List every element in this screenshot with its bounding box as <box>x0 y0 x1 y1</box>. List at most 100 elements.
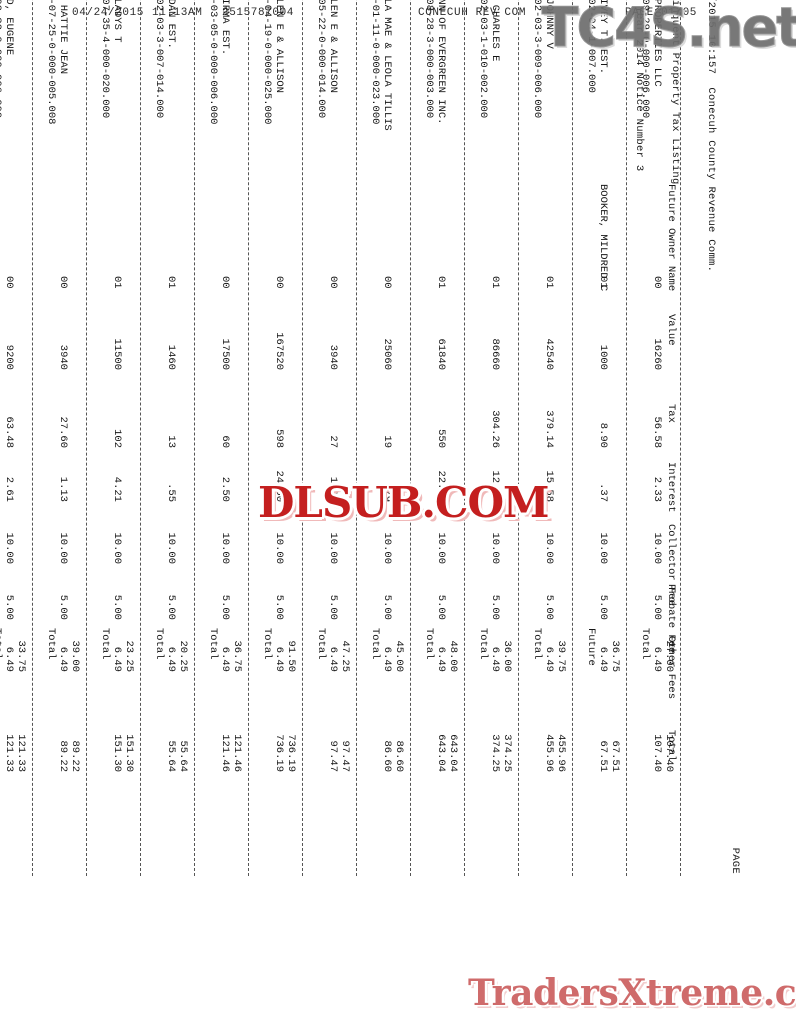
record-status: 01 <box>165 276 177 289</box>
record-status: 01 <box>543 276 555 289</box>
record-total-primary: 86.60 <box>393 740 405 772</box>
record-status: 00 <box>273 276 285 289</box>
record-owner-name: COOPER, IRMA EST. <box>219 0 231 56</box>
record-other-fees: 6.49 <box>543 646 555 672</box>
record-status: 00 <box>381 276 393 289</box>
record-owner-name: CAIN, ALLEN E & ALLISON <box>327 0 339 93</box>
record-owner-name: BUDGET INN OF EVERGREEN INC. <box>435 0 447 125</box>
record-probate-fee: 5.00 <box>597 594 609 620</box>
record-tax: 19 <box>381 435 393 448</box>
record-total-secondary: 89.22 <box>57 740 69 772</box>
record-other-fees: 6.49 <box>489 646 501 672</box>
record-status: 01 <box>489 276 501 289</box>
record-subtotal: 39.75 <box>555 640 567 672</box>
record-total-primary: 374.25 <box>501 734 513 772</box>
record-interest: 15.58 <box>543 470 555 502</box>
record-value: 42540 <box>543 338 555 370</box>
record-status: 00 <box>57 276 69 289</box>
record-other-fees: 6.49 <box>219 646 231 672</box>
record-total-label: Total <box>531 628 543 660</box>
record-value: 9200 <box>3 344 15 370</box>
record-other-fees: 6.49 <box>381 646 393 672</box>
record-other-fees: 6.49 <box>111 646 123 672</box>
record-value: 17500 <box>219 338 231 370</box>
table-row[interactable]: G102371BOYKIN, JOHNNY V8085 20-02-03-3-0… <box>513 0 573 884</box>
record-collector-fee: 10.00 <box>3 532 15 564</box>
record-status: 00 <box>219 276 231 289</box>
record-total-primary: 643.04 <box>447 734 459 772</box>
record-subtotal: 91.50 <box>285 640 297 672</box>
table-row[interactable]: G62731BUSH, LILA MAE & LEOLA TILLIS15331… <box>351 0 411 884</box>
record-total-label: Total <box>423 628 435 660</box>
record-total-secondary: 121.46 <box>219 734 231 772</box>
record-interest: .79 <box>381 483 393 502</box>
record-tax: 13 <box>165 435 177 448</box>
report-page: LRWNSALI3 04/24/2015 10:157 Conecuh Coun… <box>0 0 747 884</box>
record-value: 3940 <box>327 344 339 370</box>
record-total-secondary: 643.04 <box>435 734 447 772</box>
record-total-label: Total <box>477 628 489 660</box>
record-owner-name: BLEDSOE PROPERTIES LLC <box>651 0 663 87</box>
record-other-fees: 6.49 <box>273 646 285 672</box>
record-interest: 2.61 <box>3 476 15 502</box>
table-row[interactable]: G32971COOPER, IRMA EST.13707 30-03-05-0-… <box>189 0 249 884</box>
record-collector-fee: 10.00 <box>435 532 447 564</box>
record-total-label: Total <box>99 628 111 660</box>
record-total-secondary: 67.51 <box>597 740 609 772</box>
row-separator <box>356 0 357 876</box>
record-owner-name: BRADLEY, CHARLES E <box>489 0 501 62</box>
record-total-primary: 121.33 <box>15 734 27 772</box>
record-probate-fee: 5.00 <box>651 594 663 620</box>
record-status: 01 <box>111 276 123 289</box>
record-parcel-number: 8054 20-02-03-3-007-014.000 <box>153 0 165 119</box>
fax-company: CONECUH REV COM <box>418 7 527 19</box>
record-probate-fee: 5.00 <box>111 594 123 620</box>
record-other-fees: 6.49 <box>165 646 177 672</box>
row-separator <box>410 0 411 876</box>
record-parcel-number: 9730 21-05-22-0-000-014.000 <box>315 0 327 119</box>
record-total-primary: 67.51 <box>609 740 621 772</box>
record-total-primary: 55.64 <box>177 740 189 772</box>
record-other-fees: 6.49 <box>327 646 339 672</box>
record-status: 00 <box>651 276 663 289</box>
record-collector-fee: 10.00 <box>273 532 285 564</box>
record-other-fees: 6.49 <box>651 646 663 672</box>
record-probate-fee: 5.00 <box>57 594 69 620</box>
record-tax: 550 <box>435 429 447 448</box>
record-value: 11500 <box>111 338 123 370</box>
record-tax: 102 <box>111 429 123 448</box>
table-row[interactable]: G14841BUDGET INN OF EVERGREEN INC.4214 1… <box>405 0 465 884</box>
record-collector-fee: 10.00 <box>57 532 69 564</box>
record-parcel-number: 6785 18-09-32-0-000-006.000 <box>0 0 3 119</box>
record-subtotal: 36.75 <box>231 640 243 672</box>
table-row[interactable]: G40271DALEE, GLADYS T4045 14-07-35-4-000… <box>81 0 141 884</box>
table-row[interactable]: G42481DRAKEFORD, EUGENE6785 18-09-32-0-0… <box>0 0 33 884</box>
record-total-primary: 89.22 <box>69 740 81 772</box>
row-separator <box>626 0 627 876</box>
record-other-fees: 6.49 <box>435 646 447 672</box>
watermark-tradersxtreme: TradersXtreme.com <box>468 972 796 1014</box>
row-separator <box>680 0 681 876</box>
record-value: 167520 <box>273 332 285 370</box>
record-owner-name: BOOKER, IVEY T. EST. <box>597 0 609 75</box>
row-separator <box>518 0 519 876</box>
record-tax: 60 <box>219 435 231 448</box>
fax-time: 11:13AM <box>152 7 203 19</box>
record-other-fees: 6.49 <box>597 646 609 672</box>
record-parcel-number: 13707 30-03-05-0-000-006.000 <box>207 0 219 125</box>
record-tax: 8.90 <box>597 422 609 448</box>
record-parcel-number: 8085 20-02-03-3-009-006.000 <box>531 0 543 119</box>
record-parcel-number: 4214 14-08-28-3-000-003.000 <box>423 0 435 119</box>
record-parcel-number: 7680 20-02-03-1-010-002.000 <box>477 0 489 119</box>
table-row[interactable]: G40031DAILEY, DAN EST.8054 20-02-03-3-00… <box>135 0 195 884</box>
table-row[interactable]: 23841BOOKER, IVEY T. EST.8443 20-02-04-1… <box>567 0 627 884</box>
record-owner-name: DRAKEFORD, EUGENE <box>3 0 15 56</box>
record-probate-fee: 5.00 <box>3 594 15 620</box>
record-status: 00 <box>3 276 15 289</box>
